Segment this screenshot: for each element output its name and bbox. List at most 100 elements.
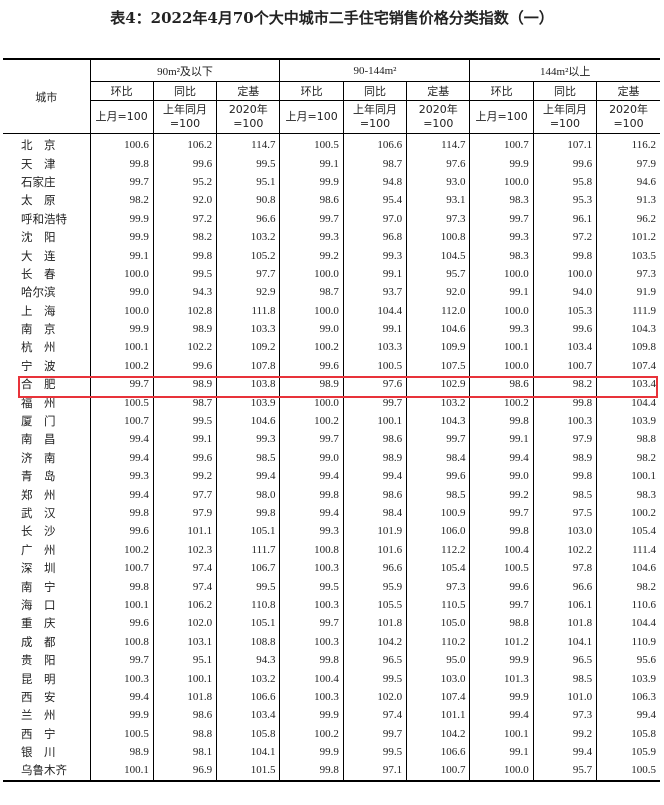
index-value: 100.0	[469, 356, 534, 376]
index-value: 98.9	[342, 448, 407, 468]
group-header-medium: 90-144m²	[279, 58, 471, 82]
index-value: 105.9	[596, 742, 660, 762]
index-value: 95.7	[532, 761, 597, 781]
index-value: 98.4	[406, 448, 470, 468]
index-value: 99.9	[89, 209, 154, 228]
index-value: 105.1	[216, 522, 280, 541]
table-row: 深 圳 100.7 97.4 106.7 100.3 96.6 105.4 100.5 97.8…	[3, 558, 660, 578]
index-value: 98.7	[342, 154, 407, 173]
city-name: 重 庆	[21, 616, 56, 631]
index-value: 99.9	[469, 650, 534, 670]
index-value: 100.1	[596, 467, 660, 486]
index-value: 94.3	[152, 283, 217, 302]
city-name: 贵 阳	[21, 653, 56, 668]
index-value: 99.7	[469, 209, 534, 228]
index-value: 100.2	[89, 540, 154, 559]
index-value: 90.8	[216, 191, 280, 210]
index-value: 99.4	[89, 485, 154, 504]
base-header: 2020年=100	[216, 100, 281, 134]
index-value: 99.6	[532, 319, 597, 339]
index-value: 98.9	[152, 375, 217, 394]
index-value: 96.6	[216, 209, 280, 228]
index-value: 99.7	[406, 430, 470, 449]
city-name: 宁 波	[21, 358, 56, 373]
index-value: 100.0	[279, 301, 344, 320]
index-value: 99.6	[89, 522, 154, 541]
index-value: 100.0	[469, 172, 534, 192]
index-value: 99.4	[216, 467, 280, 486]
index-value: 100.0	[469, 301, 534, 320]
index-value: 100.3	[279, 595, 344, 615]
index-value: 100.2	[279, 411, 344, 431]
index-value: 99.0	[279, 448, 344, 468]
index-value: 100.1	[89, 338, 154, 357]
city-name: 南 宁	[21, 579, 56, 594]
index-value: 103.3	[342, 338, 407, 357]
index-value: 100.5	[89, 393, 154, 412]
index-value: 99.3	[342, 246, 407, 265]
index-value: 114.7	[406, 133, 470, 155]
base-header: 上月=100	[89, 100, 154, 134]
index-value: 97.9	[152, 503, 217, 523]
table-row: 乌鲁木齐 100.1 96.9 101.5 99.8 97.1 100.7 100.0 95.7…	[3, 761, 660, 781]
table-row: 海 口 100.1 106.2 110.8 100.3 105.5 110.5 99.7 106…	[3, 595, 660, 615]
index-value: 99.2	[279, 246, 344, 265]
city-name: 太 原	[21, 193, 56, 208]
city-name: 上 海	[21, 303, 56, 318]
index-value: 100.1	[469, 724, 534, 743]
index-value: 99.9	[89, 319, 154, 339]
index-value: 104.1	[216, 742, 280, 762]
index-value: 99.7	[279, 209, 344, 228]
index-value: 99.4	[279, 467, 344, 486]
index-value: 95.7	[406, 264, 470, 284]
index-value: 95.3	[532, 191, 597, 210]
index-value: 99.8	[469, 411, 534, 431]
city-name: 郑 州	[21, 487, 56, 502]
index-value: 94.6	[596, 172, 660, 192]
index-value: 100.2	[89, 356, 154, 376]
table-row: 大 连 99.1 99.8 105.2 99.2 99.3 104.5 98.3 99.8 103…	[3, 246, 660, 265]
index-value: 101.5	[216, 761, 280, 781]
index-value: 106.2	[152, 595, 217, 615]
index-value: 99.4	[596, 706, 660, 725]
index-value: 100.2	[596, 503, 660, 523]
index-value: 100.0	[469, 761, 534, 781]
city-name: 长 沙	[21, 524, 56, 539]
index-value: 99.5	[216, 577, 280, 596]
index-value: 97.3	[596, 264, 660, 284]
index-value: 93.7	[342, 283, 407, 302]
index-value: 99.8	[152, 246, 217, 265]
index-value: 99.8	[89, 577, 154, 596]
index-value: 100.2	[279, 724, 344, 743]
city-name: 哈尔滨	[21, 285, 56, 300]
index-value: 99.5	[342, 742, 407, 762]
city-name: 广 州	[21, 542, 56, 557]
index-value: 99.4	[532, 742, 597, 762]
table-row: 杭 州 100.1 102.2 109.2 100.2 103.3 109.9 100.1 10…	[3, 338, 660, 357]
metric-header: 同比	[152, 81, 218, 101]
city-name: 南 昌	[21, 432, 56, 447]
index-value: 103.3	[216, 319, 280, 339]
index-value: 100.1	[89, 761, 154, 781]
city-name: 深 圳	[21, 561, 56, 576]
index-value: 102.8	[152, 301, 217, 320]
price-index-table: 城市 90m²及以下 90-144m² 144m²以上 环比 同比 定基 环比 同比 定基…	[3, 58, 660, 782]
index-value: 109.8	[596, 338, 660, 357]
index-value: 106.2	[152, 133, 217, 155]
table-row: 哈尔滨 99.0 94.3 92.9 98.7 93.7 92.0 99.1 94.0 91.9	[3, 283, 660, 302]
index-value: 99.5	[216, 154, 280, 173]
index-value: 104.5	[406, 246, 470, 265]
index-value: 103.4	[216, 706, 280, 725]
city-name: 呼和浩特	[21, 211, 67, 226]
index-value: 98.5	[532, 669, 597, 688]
index-value: 99.1	[152, 430, 217, 449]
index-value: 100.3	[279, 687, 344, 707]
index-value: 103.2	[216, 669, 280, 688]
base-header: 上年同月=100	[152, 100, 218, 134]
index-value: 99.4	[279, 503, 344, 523]
base-header: 2020年=100	[406, 100, 471, 134]
city-name: 石家庄	[21, 174, 56, 189]
base-header: 上年同月=100	[342, 100, 408, 134]
index-value: 100.5	[342, 356, 407, 376]
index-value: 114.7	[216, 133, 280, 155]
